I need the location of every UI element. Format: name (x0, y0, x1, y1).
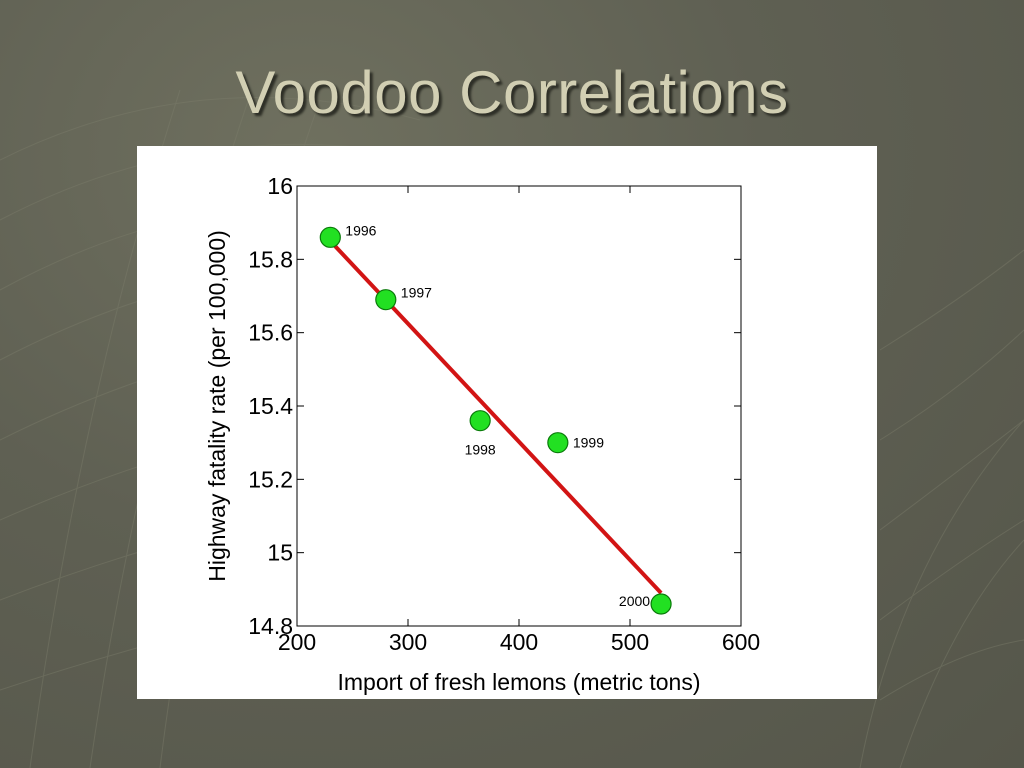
x-tick-label: 400 (500, 629, 538, 655)
data-point (547, 432, 569, 454)
scatter-chart: 200 300 400 500 60014.81515.215.415.615.816 … (204, 173, 760, 695)
data-point (650, 593, 672, 615)
data-point-label: 1997 (401, 285, 432, 301)
y-tick-label: 14.8 (248, 613, 293, 639)
chart-panel: 200 300 400 500 600 14.8 15 15.2 15.4 15.6 15.8 16 … (137, 146, 877, 699)
data-point (319, 226, 341, 248)
data-point (469, 410, 491, 432)
y-axis-label: Highway fatality rate (per 100,000) (204, 230, 230, 582)
data-point-label: 2000 (619, 593, 650, 609)
y-tick-label: 15.4 (248, 393, 293, 419)
axis-ticks: 200 300 400 500 600 14.8 15 15.2 15.4 15.6 15.8 16 (248, 173, 760, 655)
x-tick-label: 600 (722, 629, 760, 655)
data-point-label: 1996 (345, 222, 376, 238)
x-tick-label: 300 (389, 629, 427, 655)
x-axis-label: Import of fresh lemons (metric tons) (338, 669, 701, 695)
y-tick-label: 15 (267, 540, 293, 566)
y-tick-label: 16 (267, 173, 293, 199)
data-point-label: 1998 (465, 442, 496, 458)
x-tick-label: 500 (611, 629, 649, 655)
y-tick-label: 15.8 (248, 246, 293, 272)
x-tick-label: 200 (278, 629, 316, 655)
y-tick-label: 15.2 (248, 466, 293, 492)
data-point (375, 289, 397, 311)
y-tick-label: 15.6 (248, 320, 293, 346)
data-point-label: 1999 (573, 435, 604, 451)
slide-title: Voodoo Correlations (235, 59, 789, 126)
data-points: 1996 1997 1998 1999 2000 (319, 222, 672, 615)
plot-frame (296, 185, 742, 627)
